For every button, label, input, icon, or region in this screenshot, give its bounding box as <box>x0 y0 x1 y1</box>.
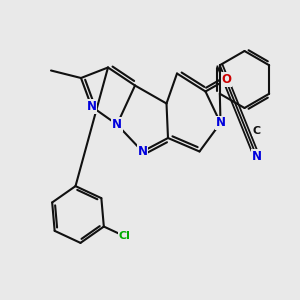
Text: N: N <box>86 100 97 113</box>
Text: N: N <box>251 149 262 163</box>
Text: N: N <box>215 116 226 130</box>
Text: Cl: Cl <box>118 231 130 241</box>
Text: N: N <box>112 118 122 131</box>
Text: N: N <box>137 145 148 158</box>
Text: C: C <box>252 125 261 136</box>
Text: O: O <box>221 73 232 86</box>
